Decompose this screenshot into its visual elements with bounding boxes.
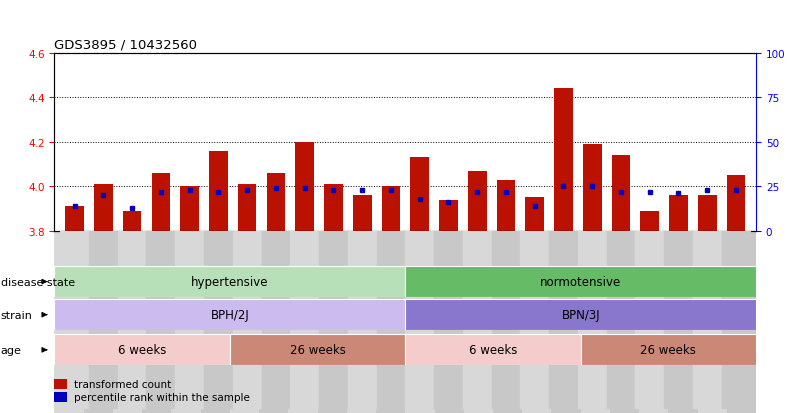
Bar [640,211,659,231]
Bar [606,231,635,409]
Text: age: age [1,345,22,355]
Bar [296,142,314,231]
Text: 6 weeks: 6 weeks [469,344,517,356]
Bar [54,266,405,297]
Text: 6 weeks: 6 weeks [118,344,167,356]
Bar [578,231,606,409]
Bar [123,211,142,231]
Bar [54,379,67,389]
Bar [693,231,722,409]
Bar [635,231,664,409]
Bar [267,173,285,231]
Bar [521,231,549,409]
Bar [405,299,756,330]
Bar [233,231,261,409]
Text: hypertensive: hypertensive [191,275,268,288]
Bar [261,231,290,409]
Bar [54,299,405,330]
Bar [204,231,233,409]
Bar [525,198,544,231]
Bar [151,173,171,231]
Bar [180,187,199,231]
Bar [175,231,204,409]
Bar [434,231,463,409]
Bar [54,392,67,402]
Bar [405,335,581,366]
Bar [89,231,118,409]
Text: transformed count: transformed count [74,379,171,389]
Bar [54,335,230,366]
Bar [727,176,746,231]
Bar [463,231,492,409]
Text: GDS3895 / 10432560: GDS3895 / 10432560 [54,38,198,51]
Bar [410,158,429,231]
Text: BPH/2J: BPH/2J [211,309,249,321]
Bar [664,231,693,409]
Text: strain: strain [1,310,33,320]
Bar [549,231,578,409]
Bar [209,151,227,231]
Bar [468,171,486,231]
Bar [376,231,405,409]
Bar [60,231,89,409]
Bar [319,231,348,409]
Text: normotensive: normotensive [540,275,622,288]
Bar [405,266,756,297]
Text: 26 weeks: 26 weeks [641,344,696,356]
Bar [439,200,458,231]
Text: BPN/3J: BPN/3J [562,309,600,321]
Bar [348,231,376,409]
Bar [669,196,688,231]
Text: percentile rank within the sample: percentile rank within the sample [74,392,250,402]
Bar [554,89,573,231]
Bar [492,231,521,409]
Bar [722,231,751,409]
Text: 26 weeks: 26 weeks [290,344,345,356]
Bar [147,231,175,409]
Bar [497,180,515,231]
Bar [324,185,343,231]
Bar [612,156,630,231]
Bar [118,231,147,409]
Bar [238,185,256,231]
Bar [405,231,434,409]
Bar [581,335,756,366]
Bar [583,145,602,231]
Text: disease state: disease state [1,277,75,287]
Bar [698,196,717,231]
Bar [381,187,400,231]
Bar [230,335,405,366]
Bar [290,231,319,409]
Bar [94,185,113,231]
Bar [65,207,84,231]
Bar [352,196,372,231]
